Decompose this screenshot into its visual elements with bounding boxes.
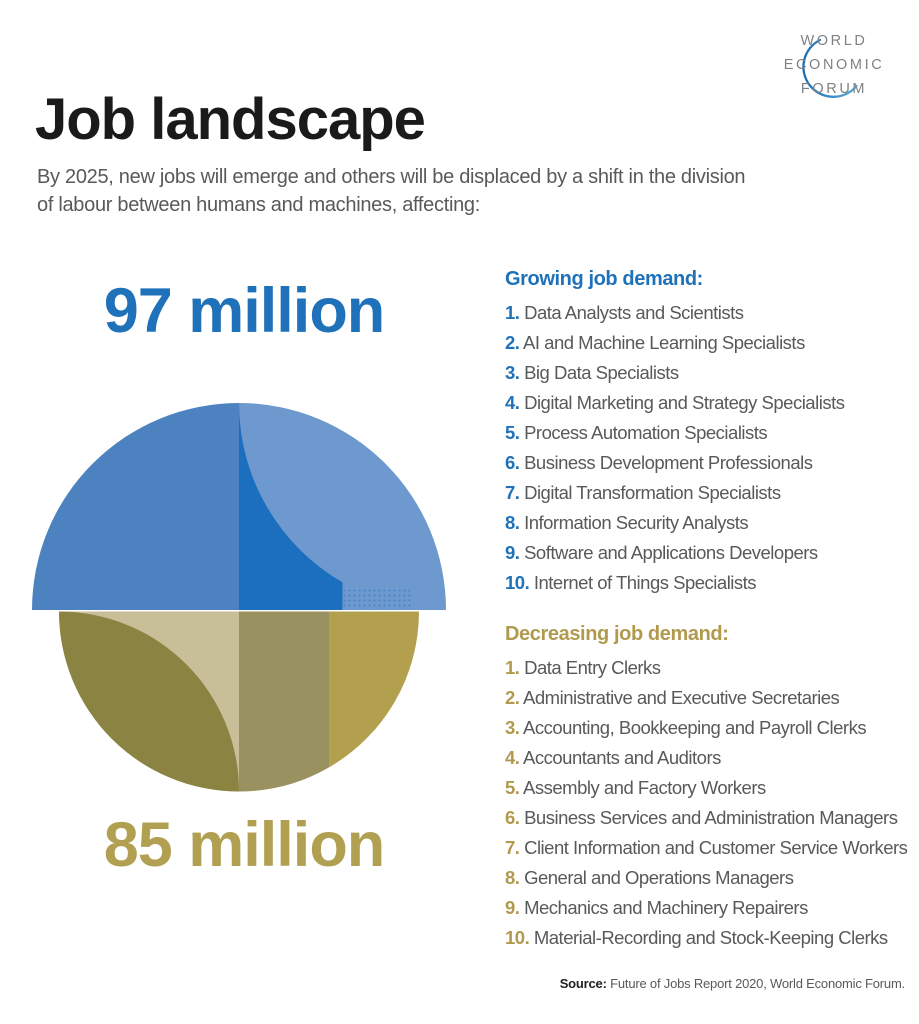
item-text: Accountants and Auditors: [519, 747, 721, 768]
list-item: 5. Assembly and Factory Workers: [505, 773, 917, 803]
item-text: Software and Applications Developers: [519, 542, 818, 563]
decreasing-list: 1. Data Entry Clerks 2. Administrative an…: [505, 653, 917, 953]
item-number: 9.: [505, 542, 520, 563]
wef-logo: WORLD ECONOMIC FORUM: [784, 33, 885, 98]
list-item: 9. Mechanics and Machinery Repairers: [505, 893, 917, 923]
list-item: 1. Data Entry Clerks: [505, 653, 917, 683]
item-text: General and Operations Managers: [519, 867, 794, 888]
decreasing-jobs-figure: 85 million: [103, 810, 386, 880]
list-item: 4. Digital Marketing and Strategy Specia…: [505, 388, 917, 418]
list-item: 2. Administrative and Executive Secretar…: [505, 683, 917, 713]
logo-arc-icon: [802, 38, 858, 98]
list-item: 3. Big Data Specialists: [505, 358, 917, 388]
item-text: Business Services and Administration Man…: [519, 807, 898, 828]
growing-heading: Growing job demand:: [505, 268, 703, 290]
item-number: 3.: [505, 362, 520, 383]
list-item: 8. Information Security Analysts: [505, 508, 917, 538]
gold-dark-petal: [59, 611, 239, 792]
logo-line-2: ECONOMIC: [784, 57, 885, 73]
item-text: Business Development Professionals: [519, 452, 813, 473]
logo-line-1: WORLD: [801, 33, 868, 49]
item-number: 8.: [505, 512, 520, 533]
page-title: Job landscape: [35, 87, 426, 152]
item-text: Information Security Analysts: [519, 512, 749, 533]
blue-dark-petal: [239, 403, 343, 610]
source-label: Source:: [559, 976, 607, 991]
decreasing-heading: Decreasing job demand:: [505, 623, 729, 645]
list-item: 6. Business Services and Administration …: [505, 803, 917, 833]
item-text: Mechanics and Machinery Repairers: [519, 897, 808, 918]
growing-jobs-figure: 97 million: [103, 276, 386, 346]
item-text: Data Analysts and Scientists: [519, 302, 744, 323]
item-text: Administrative and Executive Secretaries: [519, 687, 840, 708]
item-number: 8.: [505, 867, 520, 888]
item-text: Internet of Things Specialists: [529, 572, 757, 593]
gold-mid-band: [239, 611, 329, 792]
item-text: Process Automation Specialists: [519, 422, 768, 443]
item-number: 1.: [505, 657, 520, 678]
growing-section: Growing job demand: 1. Data Analysts and…: [505, 266, 917, 598]
item-text: Big Data Specialists: [519, 362, 679, 383]
item-number: 10.: [505, 572, 530, 593]
item-number: 7.: [505, 837, 520, 858]
list-item: 9. Software and Applications Developers: [505, 538, 917, 568]
item-number: 3.: [505, 717, 520, 738]
item-number: 2.: [505, 332, 520, 353]
blue-left-quadrant: [32, 403, 239, 610]
gold-right-zone: [329, 611, 420, 768]
item-text: AI and Machine Learning Specialists: [519, 332, 805, 353]
item-number: 4.: [505, 392, 520, 413]
item-number: 5.: [505, 422, 520, 443]
item-number: 10.: [505, 927, 530, 948]
list-item: 5. Process Automation Specialists: [505, 418, 917, 448]
list-item: 10. Material-Recording and Stock-Keeping…: [505, 923, 917, 953]
list-item: 7. Client Information and Customer Servi…: [505, 833, 917, 863]
blue-halftone-strip: [342, 587, 412, 610]
growing-semicircle: [32, 403, 446, 610]
source-note: Source: Future of Jobs Report 2020, Worl…: [560, 976, 905, 991]
item-text: Assembly and Factory Workers: [519, 777, 766, 798]
item-number: 7.: [505, 482, 520, 503]
list-item: 6. Business Development Professionals: [505, 448, 917, 478]
decreasing-section: Decreasing job demand: 1. Data Entry Cle…: [505, 621, 917, 953]
list-item: 2. AI and Machine Learning Specialists: [505, 328, 917, 358]
list-item: 8. General and Operations Managers: [505, 863, 917, 893]
item-number: 4.: [505, 747, 520, 768]
item-number: 9.: [505, 897, 520, 918]
item-number: 6.: [505, 452, 520, 473]
list-item: 3. Accounting, Bookkeeping and Payroll C…: [505, 713, 917, 743]
list-item: 1. Data Analysts and Scientists: [505, 298, 917, 328]
item-number: 2.: [505, 687, 520, 708]
item-text: Digital Transformation Specialists: [519, 482, 781, 503]
item-text: Data Entry Clerks: [519, 657, 661, 678]
list-item: 7. Digital Transformation Specialists: [505, 478, 917, 508]
page-subtitle: By 2025, new jobs will emerge and others…: [37, 166, 746, 216]
item-text: Accounting, Bookkeeping and Payroll Cler…: [519, 717, 867, 738]
item-number: 6.: [505, 807, 520, 828]
growing-list: 1. Data Analysts and Scientists 2. AI and…: [505, 298, 917, 598]
item-text: Digital Marketing and Strategy Specialis…: [519, 392, 845, 413]
item-text: Material-Recording and Stock-Keeping Cle…: [529, 927, 888, 948]
item-number: 1.: [505, 302, 520, 323]
item-number: 5.: [505, 777, 520, 798]
list-item: 4. Accountants and Auditors: [505, 743, 917, 773]
jobs-circle-chart: [32, 403, 446, 792]
list-item: 10. Internet of Things Specialists: [505, 568, 917, 598]
item-text: Client Information and Customer Service …: [519, 837, 908, 858]
decreasing-semicircle: [59, 611, 420, 792]
logo-line-3: FORUM: [801, 81, 867, 97]
source-text: Future of Jobs Report 2020, World Econom…: [606, 976, 905, 991]
